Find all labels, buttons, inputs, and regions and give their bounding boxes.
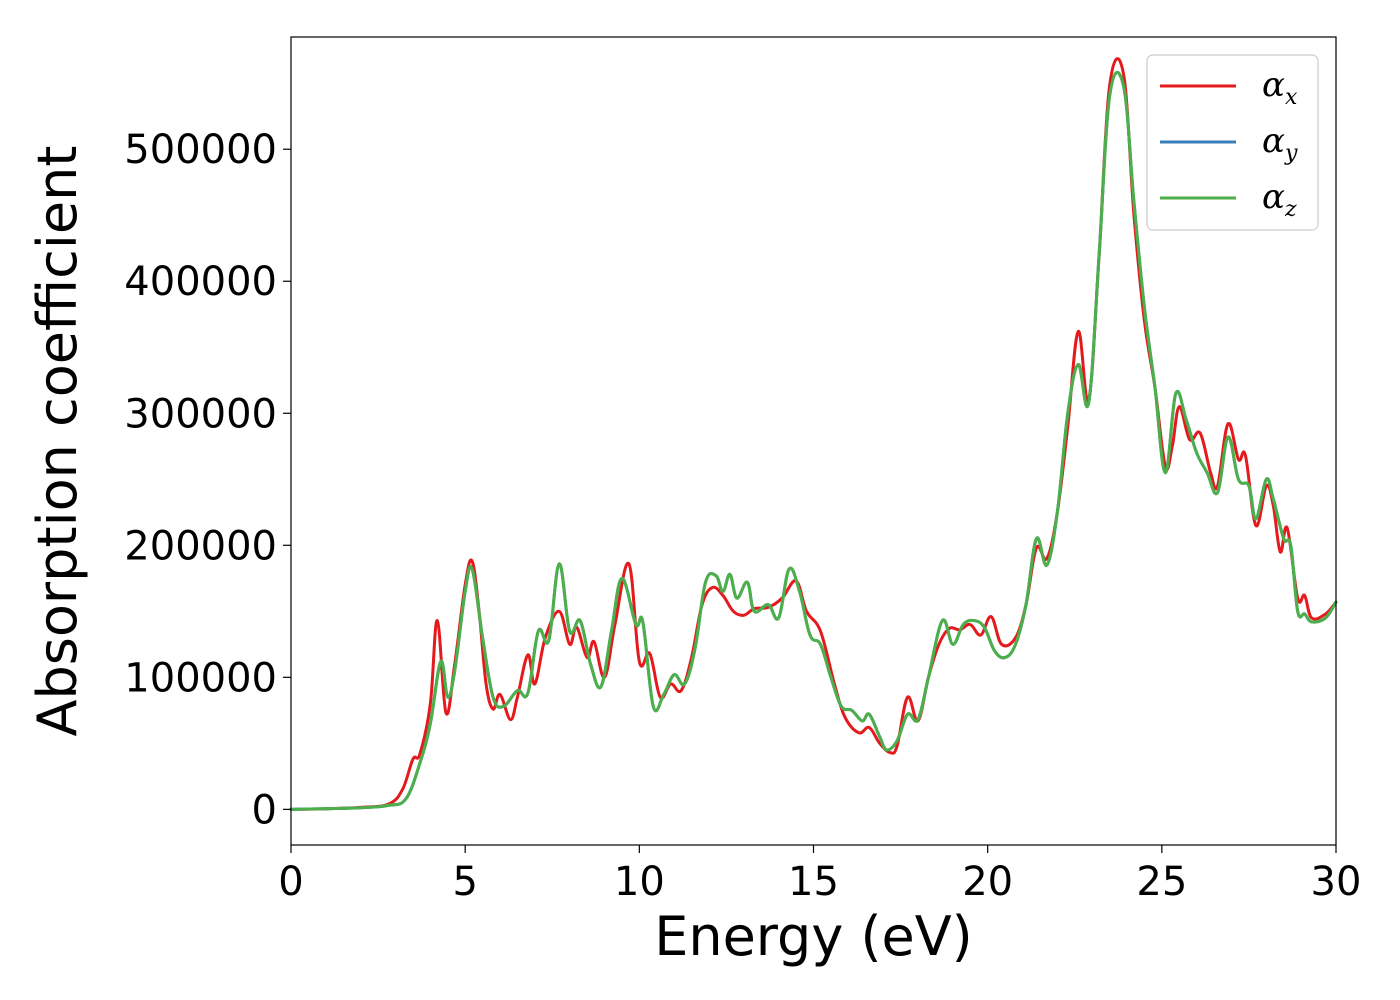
x-tick-label: 10 <box>614 859 665 905</box>
y-axis: 0 100000 200000 300000 400000 500000 <box>124 127 291 833</box>
y-tick-label: 200000 <box>124 523 277 569</box>
y-tick-label: 500000 <box>124 127 277 173</box>
x-tick-label: 20 <box>962 859 1013 905</box>
y-tick-label: 0 <box>252 787 277 833</box>
series-line-alpha-z <box>289 71 1338 811</box>
y-tick-label: 400000 <box>124 259 277 305</box>
x-tick-label: 0 <box>278 859 303 905</box>
series-line-alpha-x <box>289 57 1338 811</box>
x-tick-label: 15 <box>788 859 839 905</box>
x-axis: 0 5 10 15 20 25 30 <box>278 845 1361 905</box>
y-tick-label: 300000 <box>124 391 277 437</box>
x-tick-label: 5 <box>452 859 477 905</box>
x-tick-label: 30 <box>1311 859 1362 905</box>
x-tick-label: 25 <box>1136 859 1187 905</box>
x-axis-title: Energy (eV) <box>654 905 973 968</box>
y-tick-label: 100000 <box>124 655 277 701</box>
series-layer <box>289 57 1338 811</box>
y-axis-title: Absorption coefficient <box>26 146 89 737</box>
